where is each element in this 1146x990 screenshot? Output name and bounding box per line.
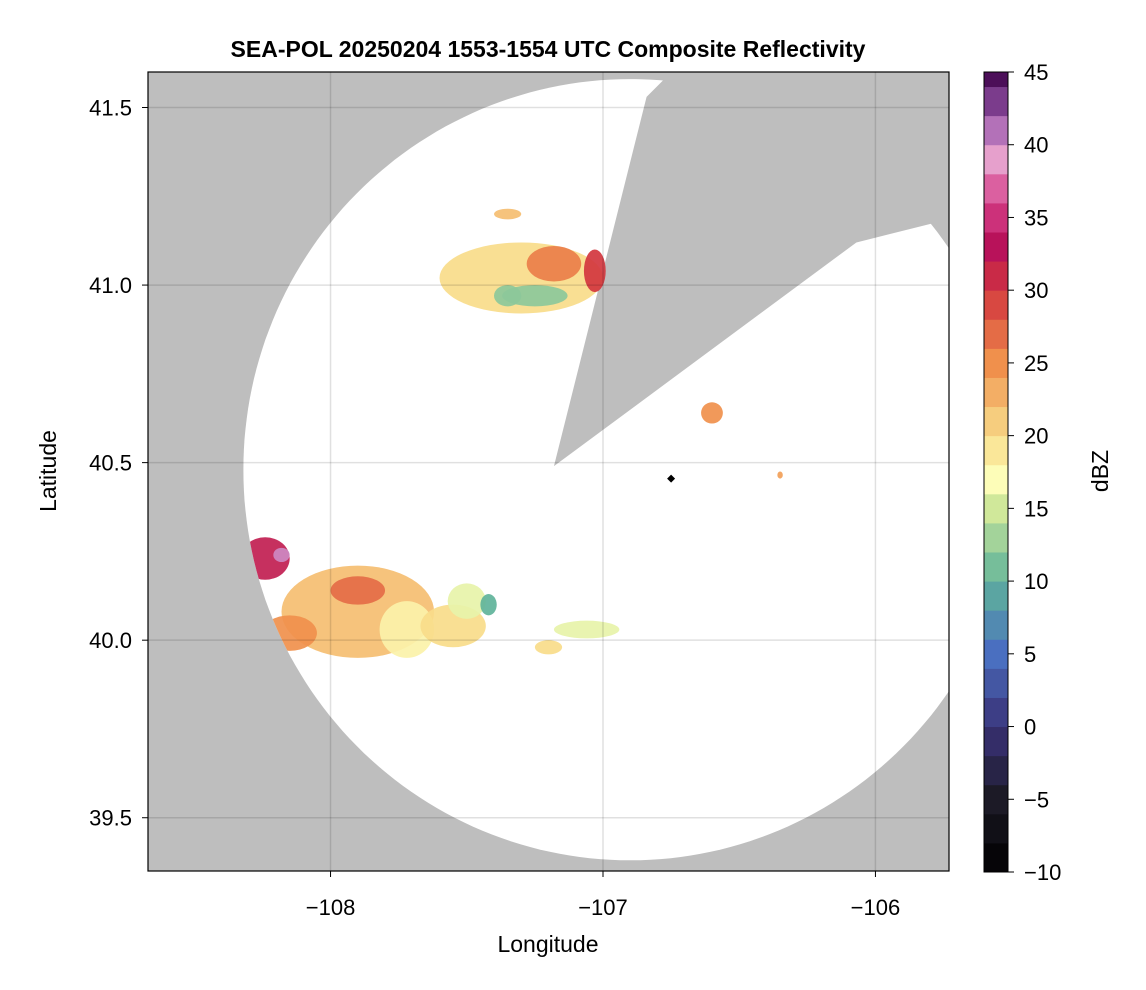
- radar-site-marker: [667, 474, 676, 483]
- y-tick-label: 41.5: [89, 96, 132, 121]
- colorbar-bin: [984, 319, 1008, 349]
- y-tick-label: 40.0: [89, 628, 132, 653]
- colorbar-bin: [984, 493, 1008, 524]
- echo-cell: [777, 471, 783, 479]
- colorbar-tick-label: −5: [1024, 787, 1049, 812]
- plot-frame: [147, 71, 950, 872]
- y-axis-ticks: 39.5 40.0 40.5 41.0 41.5: [89, 96, 148, 831]
- colorbar-tick-label: 20: [1024, 424, 1048, 449]
- colorbar-tick-label: 15: [1024, 496, 1048, 521]
- colorbar-bin: [984, 406, 1008, 437]
- colorbar-bin: [984, 639, 1008, 669]
- colorbar-bin: [984, 290, 1008, 320]
- colorbar-tick-label: 0: [1024, 715, 1036, 740]
- colorbar-bin: [984, 581, 1008, 611]
- y-axis-label: Latitude: [35, 430, 61, 512]
- echo-cell: [583, 249, 606, 293]
- y-tick-label: 39.5: [89, 806, 132, 831]
- echo-cell: [494, 285, 522, 307]
- colorbar-bin: [984, 202, 1008, 233]
- colorbar: [984, 72, 1008, 873]
- echo-cell: [534, 640, 563, 655]
- colorbar-tick-label: 40: [1024, 133, 1048, 158]
- colorbar-bin: [984, 552, 1008, 582]
- echo-cell: [553, 620, 620, 639]
- echo-cell: [480, 594, 497, 616]
- blocked-sector: [553, 72, 949, 467]
- colorbar-bin: [984, 115, 1008, 146]
- colorbar-bin: [984, 232, 1008, 262]
- colorbar-bin: [984, 86, 1008, 117]
- colorbar-label: dBZ: [1087, 450, 1113, 492]
- echo-cell: [447, 583, 486, 619]
- colorbar-bin: [984, 813, 1008, 844]
- colorbar-tick-label: 45: [1024, 60, 1048, 85]
- colorbar-frame: [983, 71, 1009, 873]
- colorbar-tick-label: 10: [1024, 569, 1048, 594]
- chart-title: SEA-POL 20250204 1553-1554 UTC Composite…: [231, 36, 866, 62]
- y-tick-label: 41.0: [89, 273, 132, 298]
- x-axis-label: Longitude: [497, 931, 598, 957]
- colorbar-bin: [984, 72, 1008, 88]
- echo-cell: [330, 576, 386, 605]
- echo-cell: [494, 208, 522, 220]
- colorbar-bin: [984, 697, 1008, 728]
- grid-lines: [148, 72, 949, 871]
- x-tick-label: −106: [851, 895, 901, 920]
- echo-cell: [526, 246, 582, 282]
- colorbar-bin: [984, 842, 1008, 873]
- colorbar-bin: [984, 610, 1008, 640]
- y-tick-label: 40.5: [89, 451, 132, 476]
- colorbar-bin: [984, 144, 1008, 175]
- x-axis-ticks: −108 −107 −106: [306, 871, 900, 920]
- echo-cell: [379, 601, 435, 658]
- colorbar-bin: [984, 726, 1008, 757]
- colorbar-bin: [984, 522, 1008, 553]
- colorbar-tick-label: −10: [1024, 860, 1061, 885]
- echo-cell: [701, 402, 723, 424]
- colorbar-bin: [984, 435, 1008, 466]
- colorbar-bin: [984, 377, 1008, 408]
- colorbar-bin: [984, 784, 1008, 815]
- plot-area: [148, 72, 949, 871]
- colorbar-bin: [984, 464, 1008, 495]
- echo-cell: [273, 547, 290, 563]
- colorbar-tick-label: 35: [1024, 205, 1048, 230]
- colorbar-tick-label: 5: [1024, 642, 1036, 667]
- colorbar-bin: [984, 668, 1008, 698]
- colorbar-bin: [984, 755, 1008, 786]
- colorbar-ticks: −10 −5 0 5 10 15 20 25 30 35 40 45: [1008, 60, 1061, 885]
- x-tick-label: −108: [306, 895, 356, 920]
- colorbar-bin: [984, 173, 1008, 204]
- colorbar-tick-label: 25: [1024, 351, 1048, 376]
- colorbar-bin: [984, 348, 1008, 378]
- x-tick-label: −107: [578, 895, 628, 920]
- colorbar-bin: [984, 261, 1008, 291]
- colorbar-tick-label: 30: [1024, 278, 1048, 303]
